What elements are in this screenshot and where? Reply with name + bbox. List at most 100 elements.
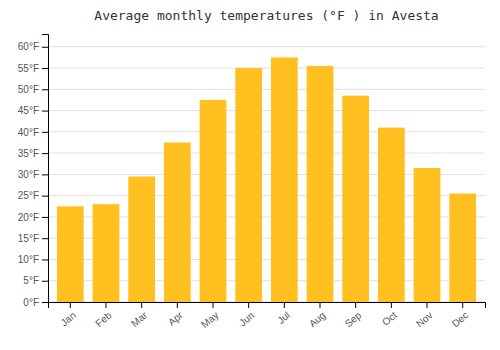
y-tick-mark	[42, 196, 48, 197]
bar	[93, 204, 120, 302]
y-tick-label: 35°F	[18, 148, 39, 159]
x-tick-label: Mar	[129, 309, 150, 329]
y-tick: 10°F	[18, 254, 48, 265]
x-tick: Nov	[414, 302, 435, 329]
x-tick-mark	[105, 302, 106, 308]
bar	[378, 128, 405, 302]
grid-line	[48, 153, 485, 154]
x-tick-label: Aug	[307, 309, 328, 329]
x-tick-label: Oct	[380, 309, 399, 328]
y-tick-label: 60°F	[18, 41, 39, 52]
y-tick-label: 15°F	[18, 233, 39, 244]
y-tick-label: 30°F	[18, 169, 39, 180]
x-tick-mark	[320, 302, 321, 308]
y-tick-label: 10°F	[18, 254, 39, 265]
y-axis-line	[42, 35, 49, 303]
x-tick-label: Dec	[450, 309, 471, 329]
x-tick-label: Feb	[93, 309, 114, 329]
x-tick: May	[199, 302, 221, 330]
y-tick-label: 0°F	[23, 297, 39, 308]
y-tick-mark	[42, 217, 48, 218]
x-axis-line	[49, 303, 486, 309]
y-tick: 0°F	[23, 297, 48, 308]
y-tick: 15°F	[18, 233, 48, 244]
y-tick: 25°F	[18, 190, 48, 201]
x-tick: Sep	[343, 302, 364, 329]
y-tick: 60°F	[18, 41, 48, 52]
x-tick: Dec	[450, 302, 471, 329]
x-tick-label: Jan	[59, 309, 78, 328]
grid	[48, 47, 485, 302]
grid-line	[48, 89, 485, 90]
bar	[307, 66, 334, 302]
x-tick-label: Sep	[343, 309, 364, 329]
bar	[342, 96, 369, 302]
x-tick: Jul	[275, 302, 292, 326]
y-tick-label: 55°F	[18, 63, 39, 74]
x-tick-mark	[70, 302, 71, 308]
y-tick-mark	[42, 259, 48, 260]
y-tick: 55°F	[18, 63, 48, 74]
plot-area: 0°F 5°F 10°F 15°F 20°F 25°F 30°F 35°F 40°F 45°F 50…	[18, 35, 486, 331]
x-tick-mark	[462, 302, 463, 308]
bar	[200, 100, 227, 302]
bar	[414, 168, 441, 302]
x-tick-mark	[391, 302, 392, 308]
x-tick-mark	[355, 302, 356, 308]
y-tick-mark	[42, 132, 48, 133]
y-tick-label: 40°F	[18, 127, 39, 138]
x-tick: Mar	[129, 302, 150, 329]
x-tick-mark	[284, 302, 285, 308]
y-tick: 40°F	[18, 127, 48, 138]
y-tick: 20°F	[18, 212, 48, 223]
y-tick-mark	[42, 153, 48, 154]
y-tick: 5°F	[23, 275, 48, 286]
bar	[271, 57, 298, 302]
bar	[449, 194, 476, 302]
y-tick-mark	[42, 238, 48, 239]
y-tick-label: 45°F	[18, 105, 39, 116]
y-tick-label: 5°F	[23, 275, 39, 286]
title: Average monthly temperatures (°F ) in Av…	[94, 8, 438, 23]
y-tick: 50°F	[18, 84, 48, 95]
y-tick-mark	[42, 89, 48, 90]
y-tick-label: 50°F	[18, 84, 39, 95]
bars	[57, 57, 476, 302]
bar	[164, 142, 191, 302]
x-tick: Oct	[380, 302, 399, 328]
bar	[128, 177, 155, 302]
y-tick-mark	[42, 281, 48, 282]
bar	[235, 68, 262, 302]
x-tick: Jun	[237, 302, 256, 328]
x-axis: Jan Feb Mar Apr May Jun Jul Aug Sep Oct Nov Dec	[49, 302, 486, 330]
x-tick-label: May	[199, 309, 221, 330]
grid-line	[48, 131, 485, 132]
x-tick: Apr	[166, 302, 186, 328]
x-tick-mark	[248, 302, 249, 308]
x-tick: Aug	[307, 302, 328, 329]
y-tick-mark	[42, 68, 48, 69]
y-tick: 35°F	[18, 148, 48, 159]
y-tick: 45°F	[18, 105, 48, 116]
x-tick-label: Jul	[275, 309, 292, 326]
y-tick-mark	[42, 174, 48, 175]
x-tick: Jan	[59, 302, 78, 328]
y-tick-label: 25°F	[18, 190, 39, 201]
y-tick: 30°F	[18, 169, 48, 180]
chart: 0°F 5°F 10°F 15°F 20°F 25°F 30°F 35°F 40°F 45°F 50…	[0, 0, 500, 350]
x-tick-label: Apr	[166, 309, 186, 328]
y-tick-mark	[42, 302, 48, 303]
x-tick-mark	[141, 302, 142, 308]
bar	[57, 206, 84, 302]
x-tick: Feb	[93, 302, 114, 329]
x-tick-mark	[212, 302, 213, 308]
y-tick-mark	[42, 111, 48, 112]
x-tick-mark	[427, 302, 428, 308]
x-tick-label: Nov	[414, 309, 435, 329]
grid-line	[48, 110, 485, 111]
grid-line	[48, 46, 485, 47]
y-tick-mark	[42, 47, 48, 48]
x-tick-mark	[177, 302, 178, 308]
y-axis: 0°F 5°F 10°F 15°F 20°F 25°F 30°F 35°F 40°F 45°F 50…	[18, 35, 49, 308]
y-tick-label: 20°F	[18, 212, 39, 223]
